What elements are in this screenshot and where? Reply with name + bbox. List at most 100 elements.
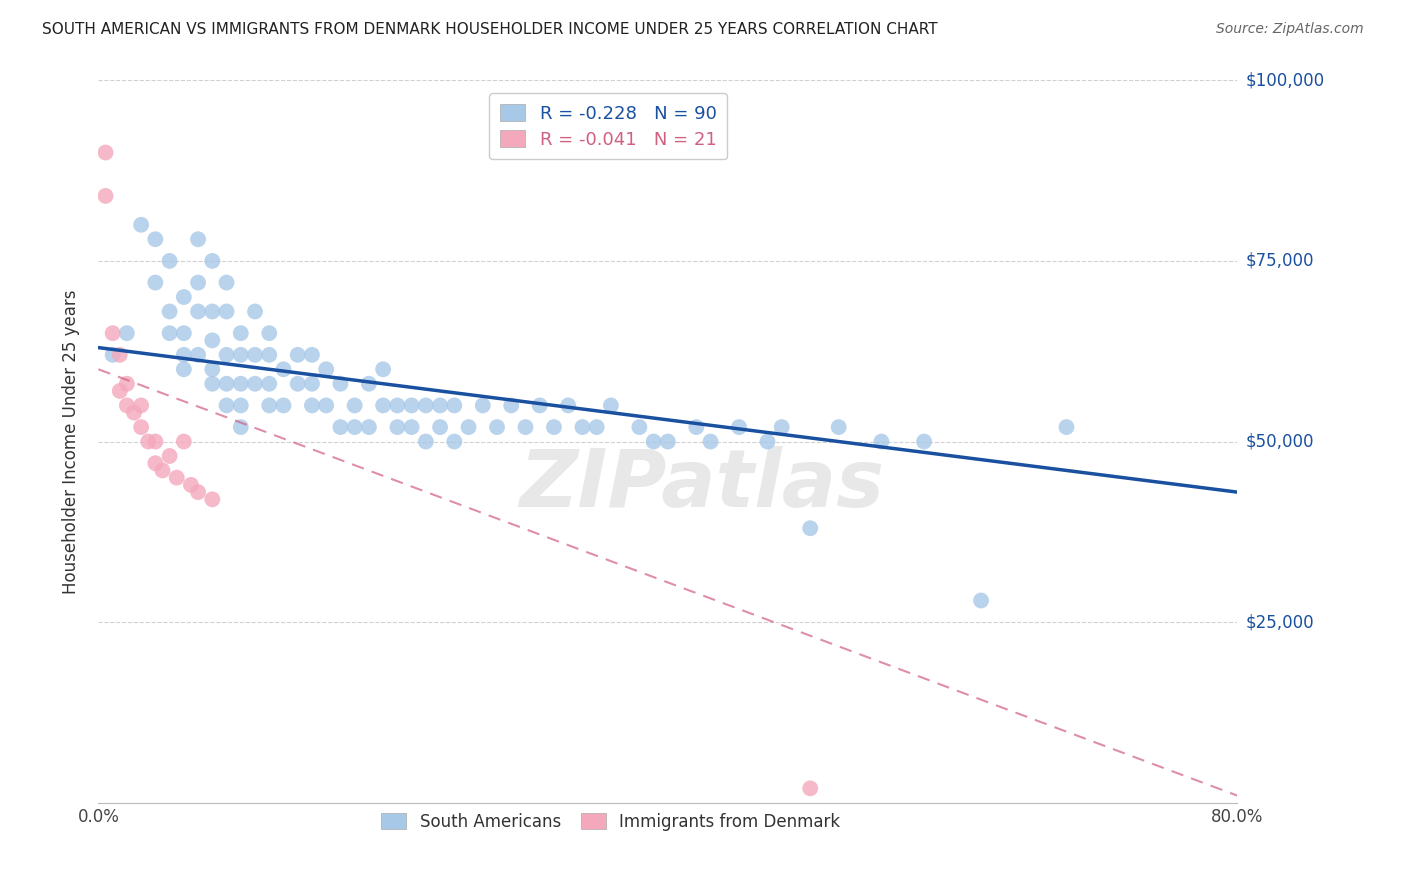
Point [229,398,252,412]
Point [401,398,423,412]
Point [229,348,252,362]
Point [94,145,117,160]
Point [357,376,380,391]
Point [685,420,707,434]
Point [315,398,337,412]
Point [229,420,252,434]
Point [187,232,209,246]
Point [315,362,337,376]
Text: $25,000: $25,000 [1246,613,1315,632]
Text: Source: ZipAtlas.com: Source: ZipAtlas.com [1216,22,1364,37]
Point [600,398,623,412]
Point [259,376,281,391]
Point [159,253,181,268]
Point [387,420,409,434]
Point [201,376,224,391]
Point [187,485,209,500]
Point [94,189,117,203]
Point [101,348,124,362]
Point [187,304,209,318]
Point [373,362,395,376]
Point [159,326,181,340]
Point [129,398,152,412]
Point [301,348,323,362]
Point [357,420,380,434]
Point [343,420,366,434]
Point [329,420,352,434]
Point [108,348,131,362]
Point [215,376,238,391]
Point [243,348,266,362]
Point [145,276,167,290]
Point [187,276,209,290]
Point [471,398,494,412]
Point [373,398,395,412]
Point [329,376,352,391]
Point [770,420,793,434]
Legend: South Americans, Immigrants from Denmark: South Americans, Immigrants from Denmark [375,806,846,838]
Point [173,348,195,362]
Point [215,398,238,412]
Point [287,348,309,362]
Point [136,434,159,449]
Point [215,304,238,318]
Point [515,420,537,434]
Point [229,376,252,391]
Point [799,781,821,796]
Point [101,326,124,340]
Point [173,290,195,304]
Point [443,398,465,412]
Text: ZIPatlas: ZIPatlas [519,446,884,524]
Point [799,521,821,535]
Point [657,434,679,449]
Point [571,420,593,434]
Point [699,434,721,449]
Point [912,434,935,449]
Point [273,362,295,376]
Point [115,376,138,391]
Point [259,348,281,362]
Point [501,398,523,412]
Point [415,434,437,449]
Point [129,420,152,434]
Point [870,434,893,449]
Point [201,334,224,348]
Point [643,434,665,449]
Point [108,384,131,398]
Point [159,304,181,318]
Point [152,463,174,477]
Point [301,398,323,412]
Point [457,420,479,434]
Point [585,420,607,434]
Point [243,376,266,391]
Point [628,420,651,434]
Point [166,470,188,484]
Point [173,434,195,449]
Point [145,456,167,470]
Point [243,304,266,318]
Point [201,362,224,376]
Point [756,434,779,449]
Point [301,376,323,391]
Point [145,434,167,449]
Point [529,398,551,412]
Text: $100,000: $100,000 [1246,71,1324,89]
Point [828,420,851,434]
Point [543,420,565,434]
Point [122,406,145,420]
Text: $75,000: $75,000 [1246,252,1315,270]
Point [201,492,224,507]
Point [187,348,209,362]
Point [259,326,281,340]
Point [287,376,309,391]
Point [429,398,451,412]
Point [159,449,181,463]
Point [173,362,195,376]
Point [1056,420,1078,434]
Point [201,253,224,268]
Y-axis label: Householder Income Under 25 years: Householder Income Under 25 years [62,289,80,594]
Point [970,593,993,607]
Point [115,398,138,412]
Point [215,276,238,290]
Point [273,398,295,412]
